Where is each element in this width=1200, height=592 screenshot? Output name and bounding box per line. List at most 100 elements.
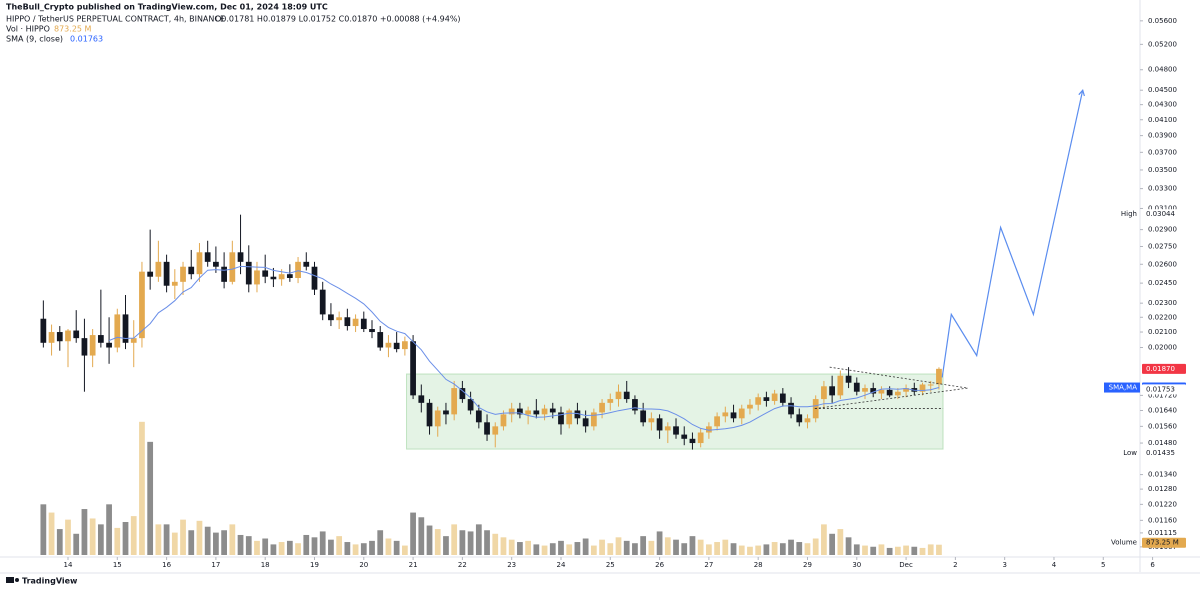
volume-bar	[262, 538, 269, 555]
x-tick-label: Dec	[899, 561, 913, 569]
y-tick-label: 0.03500	[1148, 166, 1177, 174]
volume-bar	[796, 542, 803, 555]
candle-body	[541, 408, 548, 415]
volume-bar	[270, 544, 277, 555]
dashed-trendline	[829, 366, 968, 389]
candle-body	[878, 389, 885, 394]
x-tick-label: 30	[852, 561, 861, 569]
volume-bar	[196, 520, 203, 555]
candle-body	[81, 338, 88, 356]
price-label-box	[1142, 209, 1186, 220]
volume-bar	[130, 516, 137, 555]
x-tick-label: 18	[261, 561, 270, 569]
candle-body	[385, 342, 392, 348]
volume-bar	[401, 545, 408, 555]
y-tick-label: 0.02300	[1148, 299, 1177, 307]
volume-bar	[180, 519, 186, 555]
candle-body	[130, 338, 137, 343]
price-label-name: High	[1121, 210, 1137, 218]
volume-bar	[640, 536, 647, 555]
candle-body	[303, 261, 310, 267]
candle-body	[788, 402, 794, 415]
volume-bar	[755, 545, 762, 555]
volume-bar	[829, 533, 836, 555]
candle-body	[730, 412, 737, 419]
candle-body	[89, 335, 96, 356]
candle-body	[697, 432, 704, 444]
volume-bar	[303, 534, 310, 555]
volume-bar	[147, 441, 154, 555]
candle-body	[599, 402, 605, 413]
volume-bar	[410, 512, 416, 555]
y-tick-label: 0.01640	[1148, 406, 1177, 414]
y-tick-label: 0.03300	[1148, 185, 1177, 193]
volume-label: 873.25 M	[1146, 539, 1179, 547]
volume-bar	[632, 543, 638, 555]
volume-bar	[213, 532, 219, 555]
y-tick-label: 0.05200	[1148, 40, 1177, 48]
volume-bar	[426, 525, 433, 555]
candle-body	[139, 271, 145, 339]
candle-body	[714, 416, 720, 427]
volume-bar	[558, 540, 564, 555]
candle-body	[311, 266, 318, 290]
volume-bar	[878, 544, 885, 555]
candle-body	[722, 412, 729, 417]
x-tick-label: 27	[704, 561, 713, 569]
volume-bar	[697, 539, 704, 555]
volume-bar	[615, 537, 622, 555]
x-tick-label: 5	[1101, 561, 1105, 569]
candle-body	[821, 386, 827, 400]
volume-bar	[467, 531, 474, 555]
volume-bar	[360, 543, 367, 555]
x-tick-label: 22	[458, 561, 467, 569]
y-tick-label: 0.02600	[1148, 260, 1177, 268]
x-tick-label: 25	[606, 561, 615, 569]
volume-bar	[492, 533, 499, 555]
candle-body	[122, 314, 129, 343]
volume-bar	[648, 540, 655, 555]
volume-bar	[40, 504, 47, 555]
volume-label-name: Volume	[1111, 539, 1137, 547]
volume-bar	[911, 546, 918, 555]
volume-bar	[689, 536, 696, 555]
candle-body	[656, 418, 663, 431]
y-tick-label: 0.01720	[1148, 391, 1177, 399]
y-tick-label: 0.04300	[1148, 101, 1177, 109]
x-tick-label: 6	[1150, 561, 1155, 569]
y-tick-label: 0.01280	[1148, 485, 1177, 493]
candle-body	[65, 330, 71, 342]
candle-body	[763, 397, 770, 401]
candle-body	[517, 408, 523, 415]
volume-bar	[443, 536, 449, 555]
volume-bar	[804, 543, 811, 555]
x-tick-label: 19	[310, 561, 319, 569]
volume-bar	[763, 544, 770, 555]
candle-body	[681, 434, 688, 439]
volume-bar	[56, 529, 63, 555]
volume-bar	[771, 542, 778, 555]
candle-body	[270, 276, 277, 280]
candle-body	[886, 389, 893, 396]
volume-bar	[845, 537, 852, 555]
volume-bar	[590, 545, 597, 555]
price-label-name-box	[1104, 382, 1140, 393]
candle-body	[492, 426, 499, 435]
volume-bar	[188, 530, 195, 555]
candle-body	[837, 375, 844, 396]
volume-bar	[221, 530, 227, 555]
candle-body	[927, 384, 934, 386]
candle-body	[278, 274, 285, 280]
x-tick-label: 16	[162, 561, 171, 569]
volume-bar	[936, 544, 942, 555]
candle-body	[566, 410, 573, 425]
candle-body	[664, 426, 671, 431]
candle-body	[344, 317, 351, 327]
candle-body	[853, 382, 860, 392]
candle-body	[632, 399, 638, 411]
candle-body	[319, 289, 326, 315]
volume-bar	[369, 540, 375, 555]
candle-body	[369, 329, 375, 333]
candle-body	[862, 388, 868, 392]
candle-body	[738, 408, 745, 419]
